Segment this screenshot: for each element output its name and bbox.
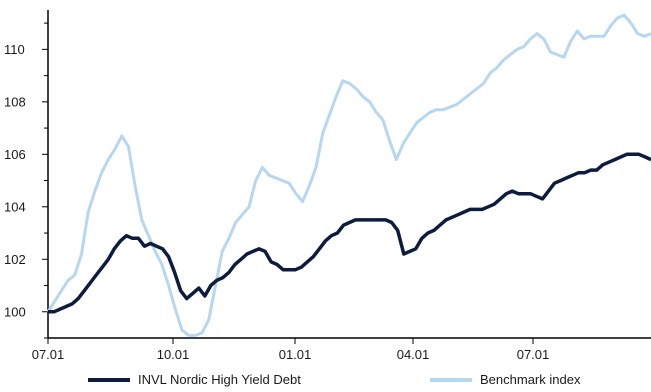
x-tick-label: 07.01 [517,347,550,362]
x-tick-label: 01.01 [279,347,312,362]
legend-item-series-1: INVL Nordic High Yield Debt [88,372,301,387]
legend-swatch-series-2 [430,377,472,382]
legend-label-series-2: Benchmark index [480,372,581,387]
y-tick-label: 110 [4,42,25,57]
x-tick-label: 07.01 [32,347,65,362]
y-ticks: 100 102 104 106 108 110 [4,22,48,339]
series-layer [46,13,651,337]
series-line-fund [48,152,651,314]
legend-label-series-1: INVL Nordic High Yield Debt [138,372,301,387]
x-tick-label: 04.01 [397,347,430,362]
y-tick-label: 102 [4,252,26,267]
x-tick-label: 10.01 [157,347,190,362]
axes [47,10,651,339]
legend-swatch-series-1 [88,377,130,382]
y-tick-label: 104 [4,199,26,214]
legend: INVL Nordic High Yield Debt Benchmark in… [0,372,651,392]
x-ticks: 07.01 10.01 01.01 04.01 07.01 [32,338,550,362]
legend-item-series-2: Benchmark index [430,372,580,387]
y-tick-label: 106 [4,147,26,162]
y-tick-label: 108 [4,94,26,109]
series-line-benchmark [46,13,651,337]
y-tick-label: 100 [4,304,26,319]
